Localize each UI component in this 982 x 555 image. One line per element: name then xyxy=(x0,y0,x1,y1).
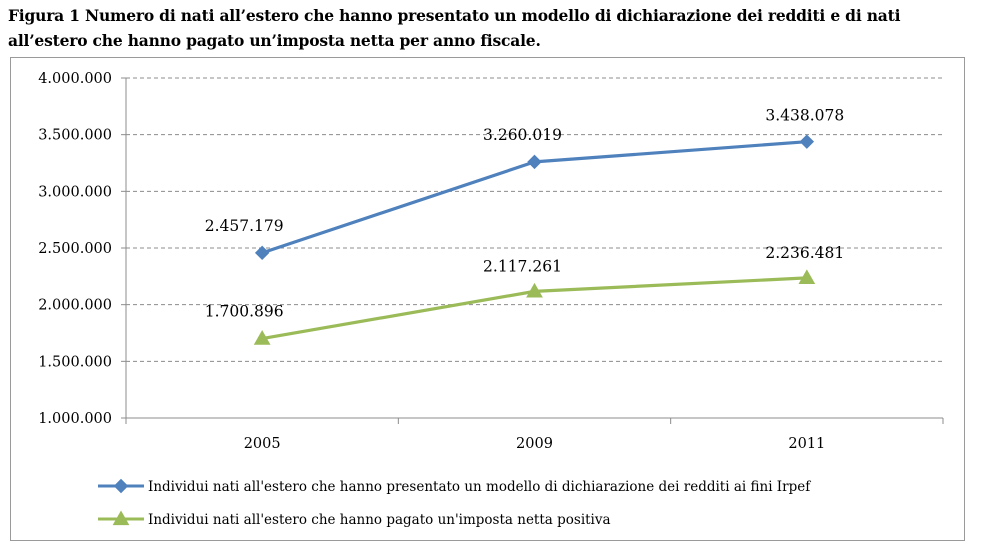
y-tick-label: 3.000.000 xyxy=(38,184,112,200)
data-label: 2.117.261 xyxy=(483,257,562,275)
data-point-diamond xyxy=(113,478,129,494)
y-tick-label: 1.000.000 xyxy=(38,411,112,427)
y-tick-label: 4.000.000 xyxy=(38,71,112,87)
legend-entry: Individui nati all'estero che hanno paga… xyxy=(148,512,611,528)
data-label: 3.260.019 xyxy=(483,126,562,144)
legend-entry: Individui nati all'estero che hanno pres… xyxy=(148,479,811,495)
data-point-diamond xyxy=(799,134,815,149)
caption-line-1: Figura 1 Numero di nati all’estero che h… xyxy=(8,6,901,25)
x-tick-label: 2011 xyxy=(788,436,825,452)
data-label: 2.236.481 xyxy=(765,244,844,262)
data-point-triangle xyxy=(798,269,816,284)
y-tick-label: 3.500.000 xyxy=(38,128,112,144)
y-tick-label: 2.500.000 xyxy=(38,241,112,257)
data-label: 2.457.179 xyxy=(205,217,284,235)
data-label: 1.700.896 xyxy=(205,303,284,321)
caption-line-2: all’estero che hanno pagato un’imposta n… xyxy=(8,31,541,50)
x-tick-label: 2009 xyxy=(516,436,553,452)
data-point-triangle xyxy=(526,282,543,298)
data-point-diamond xyxy=(254,245,270,261)
y-tick-label: 2.000.000 xyxy=(38,298,112,314)
data-point-diamond xyxy=(527,154,542,170)
figure-caption: Figura 1 Numero di nati all’estero che h… xyxy=(8,3,976,53)
data-label: 3.438.078 xyxy=(765,107,844,125)
data-point-triangle xyxy=(253,330,271,345)
data-point-triangle xyxy=(112,510,130,526)
y-tick-label: 1.500.000 xyxy=(38,354,112,370)
x-tick-label: 2005 xyxy=(244,436,281,452)
